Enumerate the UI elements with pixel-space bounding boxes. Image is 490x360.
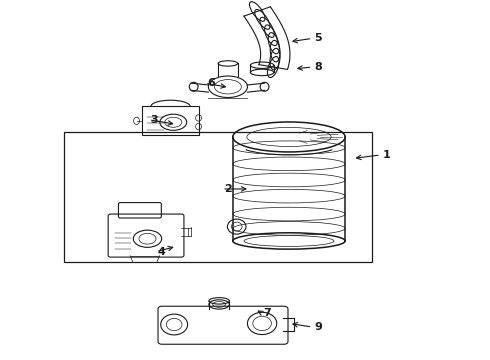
Text: 5: 5 (315, 33, 322, 43)
Bar (64, 132, 372, 262)
Text: 8: 8 (315, 62, 322, 72)
Text: 7: 7 (263, 308, 271, 318)
Text: 1: 1 (383, 150, 391, 160)
Text: 4: 4 (158, 247, 166, 257)
Text: 6: 6 (207, 78, 215, 88)
Text: 3: 3 (151, 115, 158, 125)
Text: 2: 2 (224, 184, 232, 194)
Bar (143, 107, 198, 135)
Text: 9: 9 (315, 322, 322, 332)
